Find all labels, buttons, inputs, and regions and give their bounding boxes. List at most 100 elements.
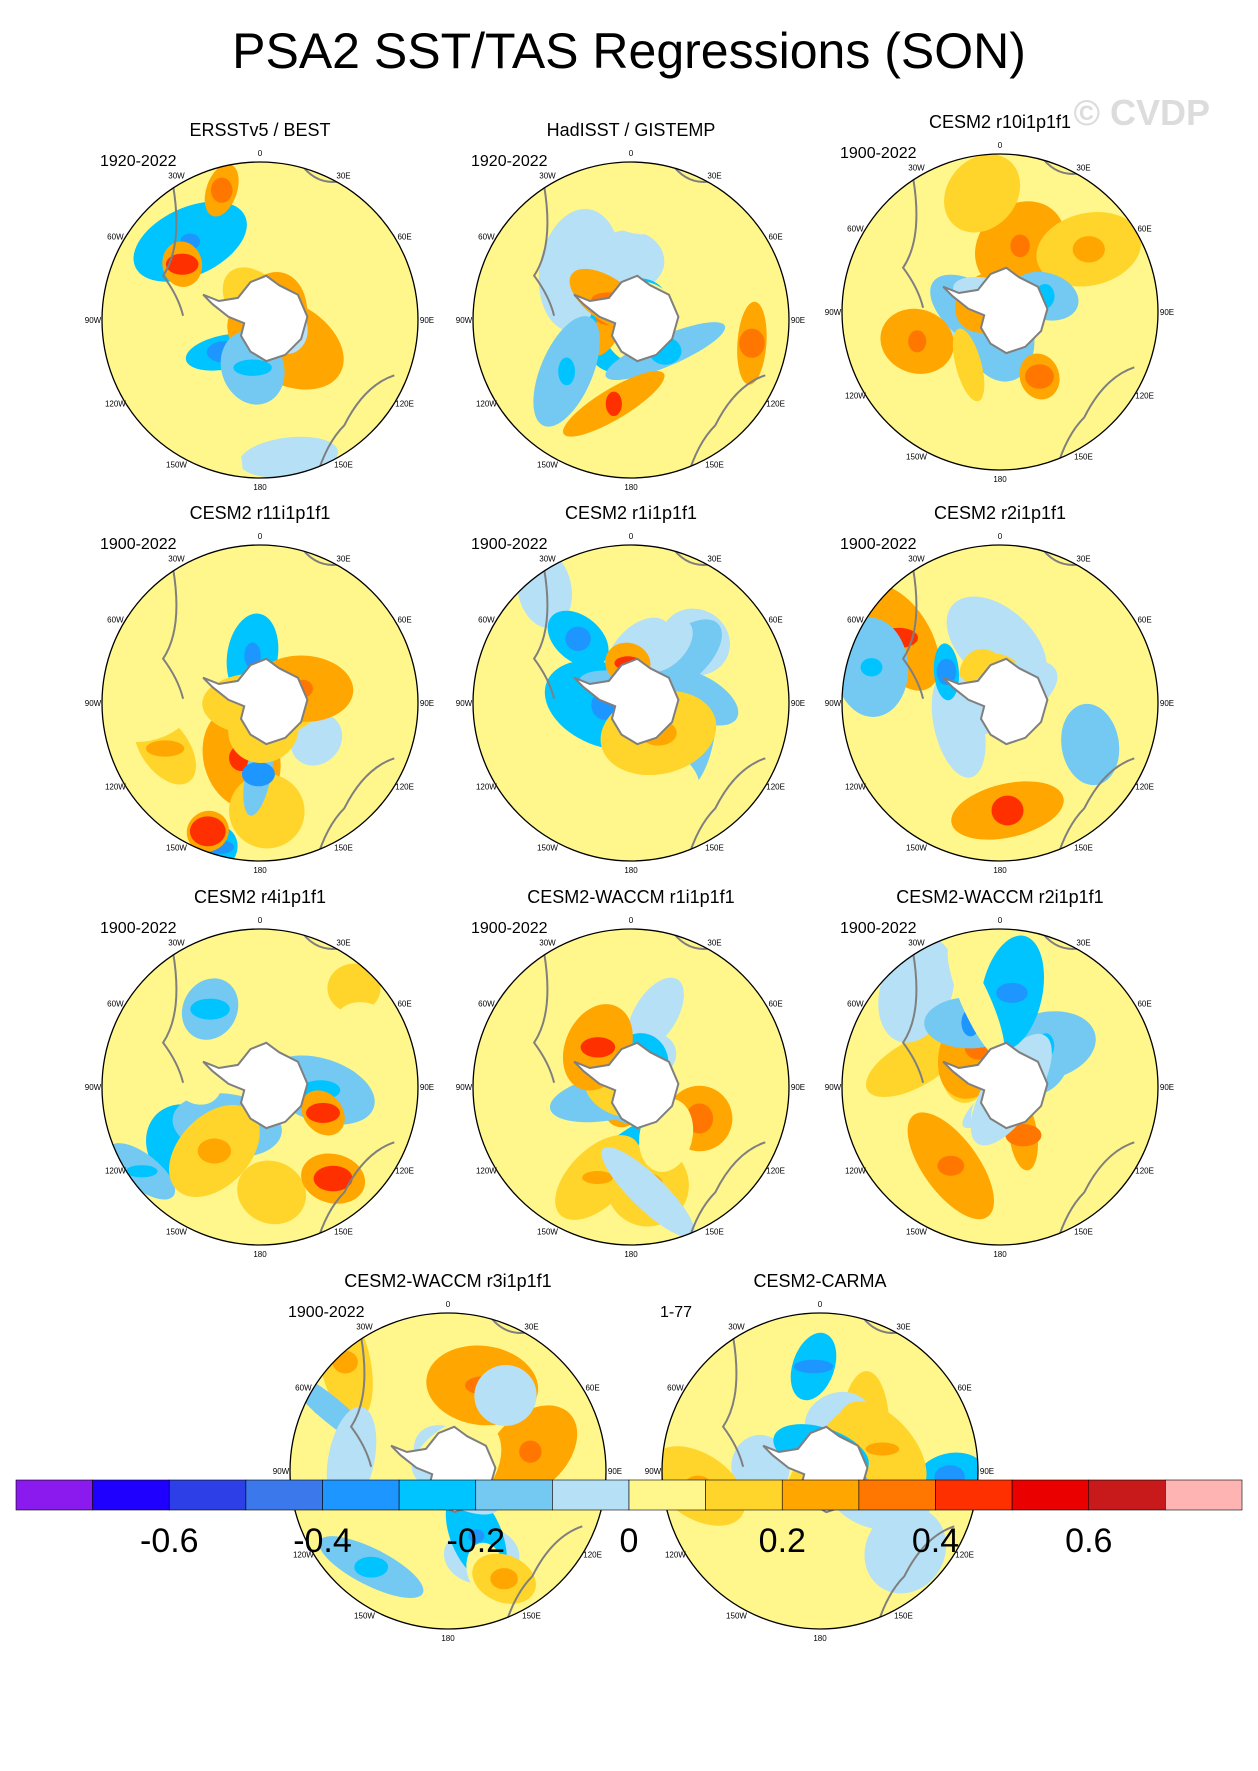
anomaly-core <box>991 795 1024 826</box>
lon-label: 180 <box>624 866 638 875</box>
anomaly-core <box>490 1568 518 1590</box>
anomaly-core <box>354 1556 389 1578</box>
anomaly-core <box>936 658 957 685</box>
lon-label: 30W <box>539 171 556 180</box>
lon-label: 120E <box>955 1551 974 1560</box>
anomaly-core <box>565 626 591 651</box>
polar-map: 0 30E 60E 90E 120E 150E 180 150W 120W 90W 60W 30W <box>85 916 434 1259</box>
lon-label: 30W <box>168 171 185 180</box>
lon-label: 120W <box>845 392 866 401</box>
lon-label: 150W <box>726 1612 747 1621</box>
panel-title: CESM2 r10i1p1f1 <box>928 112 1072 132</box>
lon-label: 90W <box>825 699 842 708</box>
lon-label: 150W <box>166 844 187 853</box>
lon-label: 30E <box>1076 163 1090 172</box>
lon-label: 150E <box>894 1612 913 1621</box>
lon-label: 120W <box>293 1551 314 1560</box>
polar-map: 0 30E 60E 90E 120E 150E 180 150W 120W 90W 60W 30W <box>825 141 1174 484</box>
map-border <box>101 544 419 862</box>
lon-label: 30W <box>356 1322 373 1331</box>
lon-label: 90E <box>791 1083 805 1092</box>
south-america-coast <box>532 568 556 699</box>
anomaly-core <box>908 330 927 353</box>
panel-cesm2-waccm-r3i1p1f1: 0 30E 60E 90E 120E 150E 180 150W 120W 90W 60W 30W C… <box>268 1271 628 1651</box>
lon-label: 60W <box>107 233 124 242</box>
lon-label: 60W <box>107 1000 124 1009</box>
map-border <box>472 161 790 479</box>
australia-coast <box>313 374 395 478</box>
anomaly-core <box>210 177 233 203</box>
lon-label: 180 <box>253 483 267 492</box>
lon-label: 180 <box>624 1250 638 1259</box>
lon-label: 180 <box>253 866 267 875</box>
anomaly-core <box>1005 1124 1042 1147</box>
lon-label: 0 <box>629 532 634 541</box>
south-america-coast <box>532 952 556 1083</box>
anomaly-patch <box>645 619 722 693</box>
australia-coast <box>684 1141 766 1245</box>
map-border <box>841 153 1159 471</box>
map-border <box>841 544 1159 862</box>
panel-years: 1900-2022 <box>288 1304 365 1321</box>
panel-title: HadISST / GISTEMP <box>546 120 716 140</box>
anomaly-core <box>860 658 883 677</box>
polar-map: 0 30E 60E 90E 120E 150E 180 150W 120W 90W 60W 30W <box>645 1300 994 1643</box>
lon-label: 60E <box>1137 225 1151 234</box>
lon-label: 90W <box>85 699 102 708</box>
panel-cesm2-waccm-r2i1p1f1: 0 30E 60E 90E 120E 150E 180 150W 120W 90W 60W 30W C… <box>820 887 1180 1267</box>
antarctica-land <box>942 657 1049 746</box>
panel-title: CESM2-WACCM r2i1p1f1 <box>896 887 1104 907</box>
map-border <box>289 1312 607 1630</box>
lon-label: 30W <box>728 1322 745 1331</box>
lon-label: 90W <box>645 1467 662 1476</box>
lon-label: 0 <box>258 532 263 541</box>
polar-map: 0 30E 60E 90E 120E 150E 180 150W 120W 90W 60W 30W <box>825 532 1174 875</box>
lon-label: 120E <box>395 400 414 409</box>
map-border <box>472 928 790 1246</box>
lon-label: 0 <box>998 916 1003 925</box>
lon-label: 120W <box>845 783 866 792</box>
lon-label: 30E <box>707 171 721 180</box>
anomaly-core <box>313 1165 353 1192</box>
south-america-coast <box>721 1336 745 1467</box>
south-america-coast <box>161 952 185 1083</box>
panel-ersstv5-best: 0 30E 60E 90E 120E 150E 180 150W 120W 90W 60W 30W E… <box>80 120 440 500</box>
lon-label: 0 <box>998 141 1003 150</box>
south-america-coast <box>532 185 556 316</box>
lon-label: 0 <box>629 149 634 158</box>
anomaly-patch <box>239 436 338 478</box>
panel-years: 1900-2022 <box>100 536 177 553</box>
lon-label: 120E <box>1135 1167 1154 1176</box>
anomaly-patch <box>864 1506 947 1594</box>
lon-label: 150W <box>906 453 927 462</box>
anomaly-patch <box>952 328 985 402</box>
panel-years: 1900-2022 <box>471 536 548 553</box>
polar-map: 0 30E 60E 90E 120E 150E 180 150W 120W 90W 60W 30W <box>85 149 434 492</box>
lon-label: 30E <box>707 554 721 563</box>
anomaly-core <box>580 1037 616 1058</box>
lon-label: 30W <box>168 554 185 563</box>
lon-label: 180 <box>441 1634 455 1643</box>
lon-label: 0 <box>818 1300 823 1309</box>
antarctica-land <box>573 274 680 363</box>
anomaly-core <box>190 998 230 1020</box>
lon-label: 0 <box>258 149 263 158</box>
polar-map: 0 30E 60E 90E 120E 150E 180 150W 120W 90W 60W 30W <box>273 1300 622 1643</box>
lon-label: 90W <box>825 1083 842 1092</box>
south-america-coast <box>901 177 925 308</box>
lon-label: 60E <box>768 1000 782 1009</box>
panel-years: 1920-2022 <box>100 153 177 170</box>
panel-cesm2-r2i1p1f1: 0 30E 60E 90E 120E 150E 180 150W 120W 90W 60W 30W C… <box>820 503 1180 883</box>
lon-label: 60E <box>585 1384 599 1393</box>
anomaly-patch <box>668 1377 735 1442</box>
antarctica-land <box>202 1041 309 1130</box>
panel-years: 1900-2022 <box>100 920 177 937</box>
lon-label: 90W <box>456 316 473 325</box>
lon-label: 90E <box>1160 1083 1174 1092</box>
australia-coast <box>1053 757 1135 861</box>
lon-label: 60E <box>957 1384 971 1393</box>
lon-label: 30W <box>168 938 185 947</box>
colorbar-tick-label: -0.6 <box>140 1522 199 1560</box>
lon-label: 150E <box>705 1228 724 1237</box>
panel-cesm2-r11i1p1f1: 0 30E 60E 90E 120E 150E 180 150W 120W 90W 60W 30W C… <box>80 503 440 883</box>
